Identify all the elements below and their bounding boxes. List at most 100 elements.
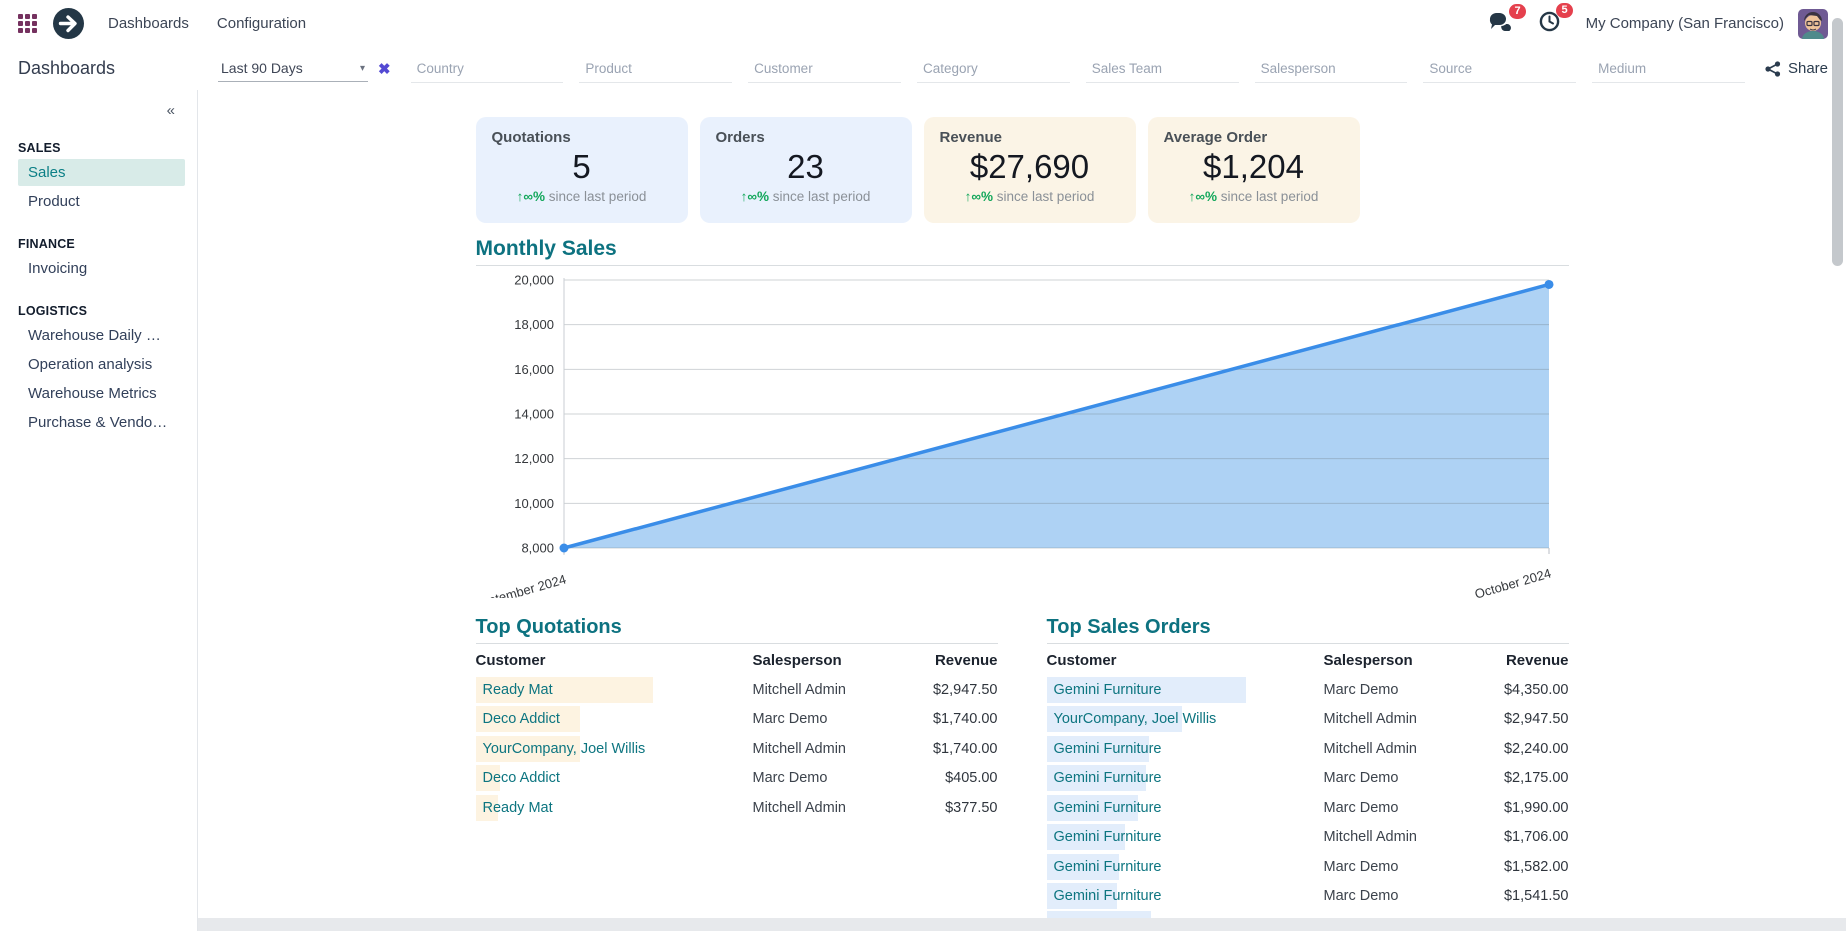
- customer-cell: Gemini Furniture: [1046, 735, 1324, 762]
- revenue-cell: $377.50: [945, 799, 998, 816]
- kpi-trend: ↑∞% since last period: [492, 189, 672, 204]
- filter-product[interactable]: Product: [579, 55, 733, 83]
- kpi-trend: ↑∞% since last period: [716, 189, 896, 204]
- trend-text: since last period: [1217, 188, 1319, 204]
- revenue-bar: [1046, 794, 1138, 821]
- sidebar-item-purchase-vendo[interactable]: Purchase & Vendo…: [28, 414, 168, 431]
- monthly-sales-title: Monthly Sales: [475, 237, 1569, 266]
- table-row: Gemini Furniture Marc Demo $1,990.00: [1046, 793, 1569, 823]
- customer-cell: Gemini Furniture: [1046, 676, 1324, 703]
- trend-text: since last period: [769, 188, 871, 204]
- kpi-trend: ↑∞% since last period: [1164, 189, 1344, 204]
- sidebar-item-product[interactable]: Product: [28, 193, 80, 210]
- customer-link[interactable]: Deco Addict: [482, 770, 560, 787]
- salesperson-cell: Marc Demo: [752, 711, 828, 728]
- salesperson-cell: Marc Demo: [1323, 770, 1399, 787]
- trend-up-arrow-icon: ↑∞%: [964, 188, 994, 204]
- revenue-cell: $2,947.50: [932, 681, 998, 698]
- vertical-scrollbar-thumb[interactable]: [1832, 18, 1843, 266]
- sidebar-collapse-icon[interactable]: «: [166, 102, 175, 119]
- table-row: Deco Addict Marc Demo $1,740.00: [475, 705, 998, 735]
- kpi-trend: ↑∞% since last period: [940, 189, 1120, 204]
- main-layout: « SALES Sales Product FINANCE Invoicing LOGIS…: [0, 90, 1846, 931]
- customer-link[interactable]: Deco Addict: [482, 711, 560, 728]
- salesperson-cell: Marc Demo: [752, 770, 828, 787]
- filter-customer[interactable]: Customer: [748, 55, 901, 83]
- sidebar-item-warehouse-metrics[interactable]: Warehouse Metrics: [28, 385, 157, 402]
- customer-link[interactable]: Gemini Furniture: [1053, 770, 1162, 787]
- date-range-dropdown[interactable]: Last 90 Days ▾: [218, 55, 368, 82]
- customer-link[interactable]: Ready Mat: [482, 681, 553, 698]
- revenue-cell: $2,175.00: [1503, 770, 1569, 787]
- column-header-revenue: Revenue: [934, 652, 998, 669]
- date-range-label: Last 90 Days: [221, 60, 303, 76]
- kpi-label: Average Order: [1163, 129, 1268, 146]
- column-header-revenue: Revenue: [1505, 652, 1569, 669]
- salesperson-cell: Marc Demo: [1323, 799, 1399, 816]
- table-row: YourCompany, Joel Willis Mitchell Admin $2…: [1046, 705, 1569, 735]
- customer-link[interactable]: Gemini Furniture: [1053, 799, 1162, 816]
- table-row: YourCompany, Joel Willis Mitchell Admin $1…: [475, 734, 998, 764]
- revenue-cell: $405.00: [945, 770, 998, 787]
- trend-up-arrow-icon: ↑∞%: [1188, 188, 1218, 204]
- sidebar-item-warehouse-daily[interactable]: Warehouse Daily …: [28, 327, 161, 344]
- dashboards-app-icon[interactable]: [53, 8, 84, 39]
- revenue-bar: [475, 676, 653, 703]
- share-label: Share: [1787, 60, 1828, 77]
- revenue-bar: [1046, 735, 1150, 762]
- customer-cell: YourCompany, Joel Willis: [475, 735, 753, 762]
- kpi-card-revenue: Revenue $27,690 ↑∞% since last period: [923, 117, 1136, 223]
- user-avatar[interactable]: [1798, 8, 1828, 39]
- sidebar-item-sales[interactable]: Sales: [18, 159, 185, 186]
- customer-link[interactable]: YourCompany, Joel Willis: [1053, 711, 1217, 728]
- revenue-bar: [1046, 676, 1246, 703]
- dashboard-sheet: Quotations 5 ↑∞% since last period Orders 23…: [475, 117, 1569, 923]
- revenue-cell: $1,990.00: [1503, 799, 1569, 816]
- kpi-label: Orders: [715, 129, 765, 146]
- nav-menu-dashboards[interactable]: Dashboards: [108, 15, 189, 32]
- salesperson-cell: Mitchell Admin: [1323, 740, 1417, 757]
- data-point: [1544, 279, 1553, 289]
- salesperson-cell: Marc Demo: [1323, 858, 1399, 875]
- company-switcher[interactable]: My Company (San Francisco): [1585, 15, 1784, 32]
- activities-clock-icon[interactable]: 5: [1539, 2, 1573, 37]
- customer-link[interactable]: Gemini Furniture: [1053, 740, 1162, 757]
- customer-link[interactable]: Gemini Furniture: [1053, 888, 1162, 905]
- top-navbar: Dashboards Configuration 7 5 My Company (…: [0, 0, 1846, 47]
- filter-category[interactable]: Category: [916, 55, 1070, 83]
- customer-link[interactable]: Gemini Furniture: [1053, 829, 1162, 846]
- salesperson-cell: Marc Demo: [1323, 888, 1399, 905]
- revenue-cell: $1,740.00: [932, 711, 998, 728]
- kpi-label: Revenue: [939, 129, 1003, 146]
- filters-row: Country Product Customer Category Sales Team…: [410, 55, 1745, 83]
- kpi-value: 23: [787, 148, 824, 185]
- share-button[interactable]: Share: [1765, 60, 1828, 77]
- monthly-sales-chart: 20,000 18,000 16,000 14,000 12,000 10,000 8,00…: [476, 273, 1553, 598]
- sidebar-item-invoicing[interactable]: Invoicing: [28, 260, 88, 277]
- sidebar-item-operation-analysis[interactable]: Operation analysis: [28, 356, 153, 373]
- table-row: Ready Mat Mitchell Admin $2,947.50: [475, 675, 998, 705]
- customer-link[interactable]: Gemini Furniture: [1053, 681, 1162, 698]
- table-row: Gemini Furniture Marc Demo $1,582.00: [1046, 852, 1569, 882]
- filter-sales-team[interactable]: Sales Team: [1085, 55, 1239, 83]
- table-row: Gemini Furniture Marc Demo $1,541.50: [1046, 882, 1569, 912]
- customer-cell: Deco Addict: [475, 765, 753, 792]
- nav-menu-configuration[interactable]: Configuration: [216, 15, 307, 32]
- apps-grid-icon[interactable]: [18, 14, 37, 33]
- revenue-cell: $1,740.00: [932, 740, 998, 757]
- remove-filter-icon[interactable]: ✖: [378, 60, 391, 78]
- data-point: [559, 543, 568, 553]
- y-axis-label: 18,000: [514, 317, 554, 332]
- filter-source[interactable]: Source: [1423, 55, 1577, 83]
- filter-country[interactable]: Country: [410, 55, 564, 83]
- y-axis-label: 16,000: [514, 362, 554, 377]
- customer-link[interactable]: YourCompany, Joel Willis: [482, 740, 646, 757]
- customer-link[interactable]: Ready Mat: [482, 799, 553, 816]
- y-axis-label: 10,000: [514, 496, 554, 511]
- revenue-cell: $2,240.00: [1503, 740, 1569, 757]
- customer-link[interactable]: Gemini Furniture: [1053, 858, 1162, 875]
- messages-icon[interactable]: 7: [1489, 3, 1526, 36]
- filter-medium[interactable]: Medium: [1592, 55, 1745, 83]
- filter-salesperson[interactable]: Salesperson: [1254, 55, 1408, 83]
- top-quotations-table: Top Quotations Customer Salesperson Revenue…: [475, 616, 998, 923]
